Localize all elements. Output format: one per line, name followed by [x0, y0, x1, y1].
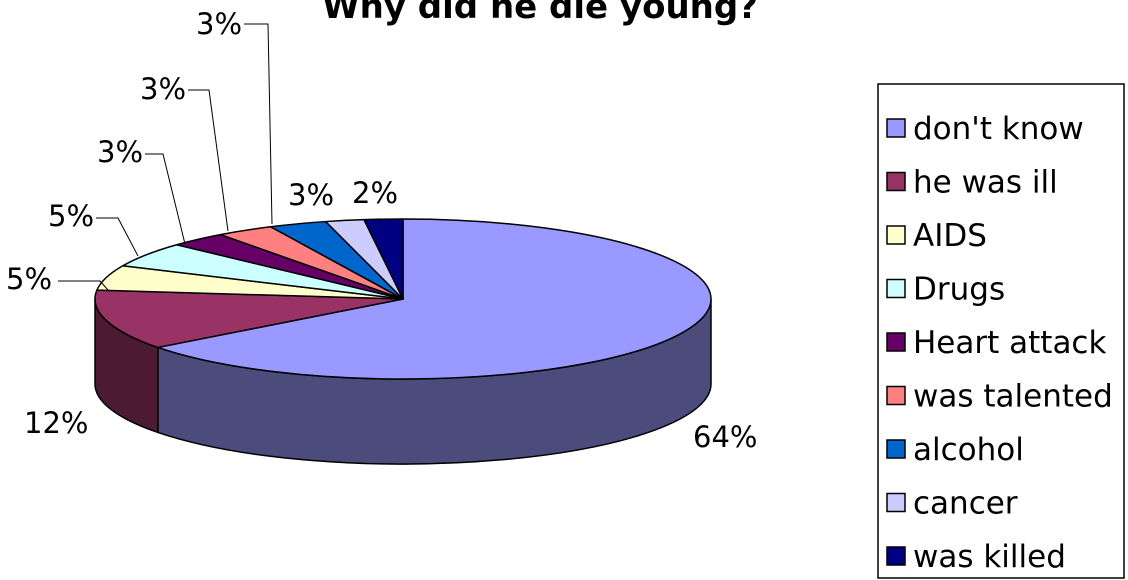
data-label-3: 5% — [48, 199, 94, 233]
data-label-5: 3% — [140, 72, 186, 106]
leader-line-3 — [96, 217, 139, 257]
legend-label-8: was killed — [913, 539, 1066, 575]
legend-label-5: was talented — [913, 379, 1113, 415]
leader-line-5 — [188, 89, 229, 232]
legend-label-1: he was ill — [913, 165, 1058, 201]
legend-swatch-8 — [886, 546, 906, 566]
leader-line-2 — [58, 280, 109, 291]
pie-slice-0 — [157, 218, 712, 380]
legend-swatch-1 — [886, 171, 906, 192]
leader-lines — [58, 23, 273, 291]
pie-slices — [94, 218, 712, 380]
legend-label-7: cancer — [913, 486, 1018, 522]
legend-swatch-4 — [886, 332, 906, 352]
data-label-4: 3% — [97, 135, 143, 169]
legend-swatch-7 — [886, 492, 906, 513]
leader-line-6 — [244, 23, 273, 225]
legend: don't know he was ill AIDS Drugs Heart attac… — [877, 83, 1125, 579]
legend-swatch-2 — [886, 225, 906, 245]
pie-slice-8 — [363, 218, 404, 300]
legend-box — [877, 83, 1125, 579]
data-label-1: 12% — [24, 406, 88, 440]
data-label-6: 3% — [196, 7, 242, 41]
legend-label-6: alcohol — [913, 432, 1024, 468]
data-label-8: 2% — [352, 176, 398, 210]
data-label-7: 3% — [288, 178, 334, 212]
leader-line-4 — [145, 153, 186, 245]
legend-label-0: don't know — [913, 111, 1084, 147]
legend-label-4: Heart attack — [913, 325, 1106, 361]
legend-swatch-5 — [886, 385, 906, 406]
legend-label-3: Drugs — [913, 272, 1005, 308]
data-labels: 64%12%5%5%3%3%3%3% 2% — [6, 7, 757, 454]
legend-label-2: AIDS — [913, 218, 987, 254]
data-label-0: 64% — [693, 420, 757, 454]
pie-slice-1 — [94, 289, 404, 349]
data-label-2: 5% — [6, 262, 52, 296]
legend-swatch-6 — [886, 439, 906, 459]
chart-title: Why did he die young? — [322, 0, 758, 27]
legend-swatch-3 — [886, 278, 906, 299]
legend-swatch-0 — [886, 118, 906, 138]
